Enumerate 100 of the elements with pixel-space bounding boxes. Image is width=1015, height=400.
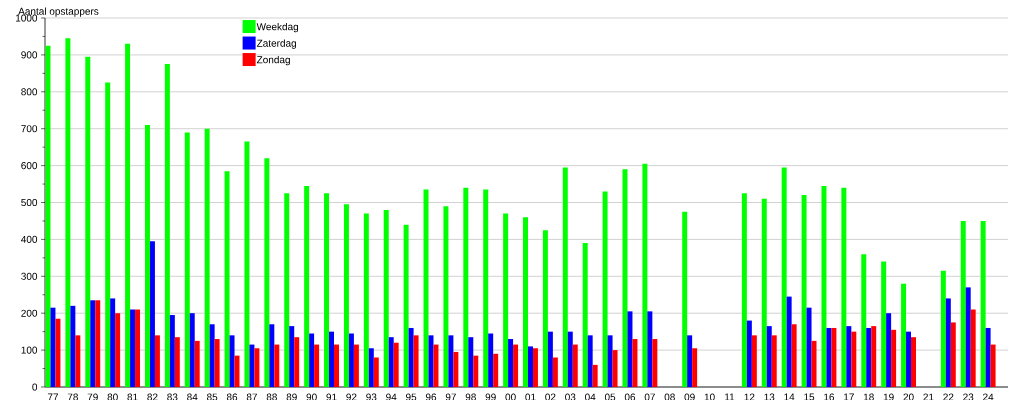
- bar: [453, 351, 459, 387]
- bar: [582, 243, 588, 387]
- bar: [965, 287, 971, 387]
- bar: [652, 339, 658, 387]
- bar: [209, 324, 215, 387]
- bar: [383, 209, 389, 387]
- bar: [970, 309, 976, 387]
- bar: [229, 335, 235, 387]
- x-tick-label: 86: [226, 393, 238, 400]
- bar: [881, 261, 887, 387]
- bar: [388, 337, 394, 387]
- y-tick-label: 800: [21, 88, 38, 96]
- bar: [861, 254, 867, 387]
- bar: [528, 346, 533, 387]
- bar: [363, 213, 369, 387]
- bar: [786, 296, 792, 387]
- x-tick-label: 11: [725, 393, 735, 400]
- x-tick-label: 83: [167, 393, 178, 400]
- x-tick-label: 03: [565, 393, 576, 400]
- bar: [130, 309, 136, 387]
- bar: [274, 344, 280, 387]
- x-tick-label: 89: [286, 393, 297, 400]
- bar: [940, 270, 946, 387]
- x-tick-label: 02: [545, 393, 556, 400]
- bar: [523, 217, 528, 387]
- bar: [468, 337, 474, 387]
- bar: [821, 185, 827, 387]
- bar: [55, 318, 61, 387]
- bar: [174, 337, 180, 387]
- y-tick-label: 600: [21, 162, 38, 170]
- bar: [368, 348, 374, 387]
- x-tick-label: 18: [863, 393, 874, 400]
- bar: [851, 331, 857, 387]
- bar: [612, 350, 618, 387]
- y-tick-label: 0: [32, 383, 38, 391]
- bar: [334, 344, 339, 387]
- bar: [289, 326, 295, 387]
- bar: [508, 339, 514, 387]
- y-tick-label: 900: [21, 51, 38, 59]
- bar: [448, 335, 454, 387]
- bar: [224, 171, 230, 387]
- x-tick-label: 93: [366, 393, 377, 400]
- bar: [70, 305, 76, 387]
- bar: [189, 313, 195, 387]
- bar: [135, 309, 141, 387]
- bar: [985, 327, 991, 387]
- bar: [184, 132, 190, 387]
- bar: [547, 331, 553, 387]
- bar: [627, 311, 633, 387]
- x-tick-label: 99: [485, 393, 496, 400]
- bar: [632, 339, 638, 387]
- bar: [891, 329, 897, 387]
- bar: [542, 230, 548, 387]
- bar: [751, 335, 757, 387]
- x-tick-label: 10: [704, 393, 715, 400]
- x-tick-label: 92: [346, 393, 357, 400]
- x-tick-label: 23: [963, 393, 974, 400]
- bar: [403, 224, 409, 387]
- y-tick-label: 200: [21, 309, 38, 317]
- bar: [960, 220, 966, 387]
- bar: [766, 326, 772, 387]
- bar: [990, 344, 996, 387]
- x-tick-label: 95: [406, 393, 417, 400]
- x-tick-label: 01: [525, 393, 536, 400]
- x-tick-label: 14: [784, 393, 795, 400]
- bar: [50, 307, 56, 387]
- bar: [433, 344, 439, 387]
- bar: [348, 333, 354, 387]
- bar: [811, 340, 817, 387]
- bar: [309, 333, 315, 387]
- bar: [214, 339, 220, 387]
- bar: [846, 326, 852, 387]
- bar: [249, 344, 255, 387]
- x-tick-label: 04: [585, 393, 596, 400]
- bar: [831, 327, 837, 387]
- bar: [806, 307, 812, 387]
- bar: [901, 283, 907, 387]
- bar: [572, 344, 578, 387]
- bar: [483, 189, 489, 387]
- bar: [587, 335, 593, 387]
- x-tick-label: 20: [903, 393, 914, 400]
- bar: [532, 348, 538, 387]
- bar: [343, 204, 349, 387]
- legend-label: Zondag: [256, 55, 290, 66]
- x-tick-label: 82: [147, 393, 158, 400]
- bar: [304, 185, 310, 387]
- bar: [95, 300, 101, 387]
- y-tick-label: 700: [21, 125, 38, 133]
- bar: [866, 327, 872, 387]
- bar: [353, 344, 359, 387]
- x-tick-label: 12: [744, 393, 755, 400]
- bar: [125, 43, 131, 387]
- y-tick-label: 100: [21, 346, 38, 354]
- x-tick-label: 90: [306, 393, 317, 400]
- bar: [194, 340, 200, 387]
- bar: [567, 331, 573, 387]
- bar: [871, 326, 877, 387]
- bar: [204, 128, 210, 387]
- x-tick-label: 79: [87, 393, 98, 400]
- bar: [254, 348, 260, 387]
